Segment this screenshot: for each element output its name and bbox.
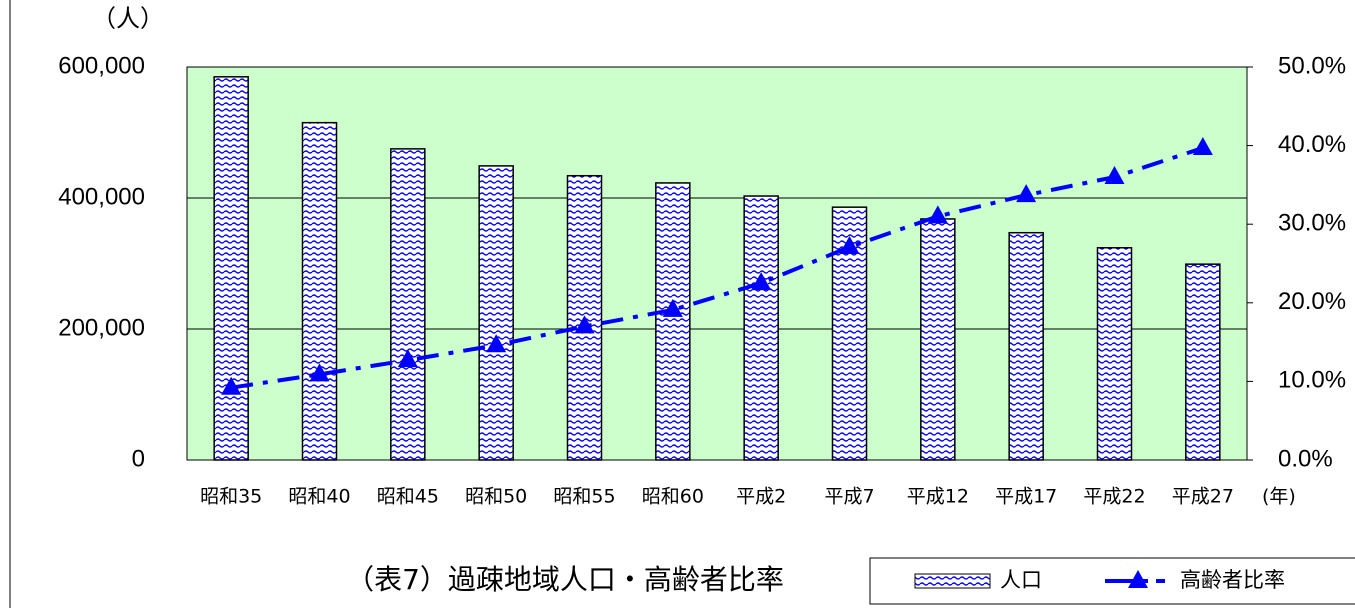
line [230, 146, 1204, 390]
y-tick-label: 600,000 [58, 52, 145, 79]
x-tick-label: 昭和55 [553, 486, 615, 508]
y-axis-label: （人） [92, 5, 164, 32]
x-tick-label: 平成12 [907, 486, 969, 508]
bar [390, 148, 426, 461]
legend-label: 高齢者比率 [1180, 568, 1285, 592]
marker [221, 376, 242, 395]
marker [1104, 166, 1125, 185]
marker [662, 298, 683, 317]
bar [1185, 263, 1221, 461]
y2-tick-label: 50.0% [1278, 52, 1346, 79]
marker [751, 272, 772, 291]
x-tick-label: 平成22 [1083, 486, 1145, 508]
bar [478, 165, 514, 461]
y2-tick-label: 40.0% [1278, 131, 1346, 158]
legend-swatch [914, 573, 991, 589]
x-tick-label: 昭和45 [377, 486, 439, 508]
y2-tick-label: 10.0% [1278, 367, 1346, 394]
bar [743, 195, 779, 461]
chart-title: （表7）過疎地域人口・高齢者比率 [346, 563, 784, 596]
bar [301, 121, 338, 461]
y-tick-label: 400,000 [58, 183, 145, 210]
bar [213, 76, 249, 461]
x-tick-label: 昭和40 [288, 486, 350, 508]
x-tick-label: 平成7 [824, 486, 874, 508]
marker [309, 363, 330, 382]
marker [486, 334, 507, 353]
y2-tick-label: 0.0% [1278, 445, 1333, 472]
legend-label: 人口 [1000, 568, 1042, 592]
marker [574, 315, 595, 334]
y2-tick-label: 20.0% [1278, 288, 1346, 315]
x-tick-label: 昭和35 [200, 486, 262, 508]
marker [839, 235, 860, 254]
bar [1008, 231, 1044, 461]
x-tick-label: 平成2 [736, 486, 786, 508]
marker [1128, 570, 1148, 588]
y-tick-label: 200,000 [58, 314, 145, 341]
x-tick-label: 昭和60 [642, 486, 704, 508]
bar [655, 182, 691, 461]
x-axis-label: (年) [1262, 486, 1296, 508]
marker [397, 349, 418, 368]
y-tick-label: 0 [132, 445, 145, 472]
marker [1192, 136, 1213, 155]
marker [1016, 184, 1037, 203]
bar [1096, 247, 1133, 461]
bar [920, 218, 956, 461]
x-tick-label: 平成27 [1172, 486, 1234, 508]
x-tick-label: 平成17 [995, 486, 1057, 508]
x-tick-label: 昭和50 [465, 486, 527, 508]
y2-tick-label: 30.0% [1278, 210, 1346, 237]
plot-area [186, 66, 1248, 461]
marker [927, 205, 948, 224]
